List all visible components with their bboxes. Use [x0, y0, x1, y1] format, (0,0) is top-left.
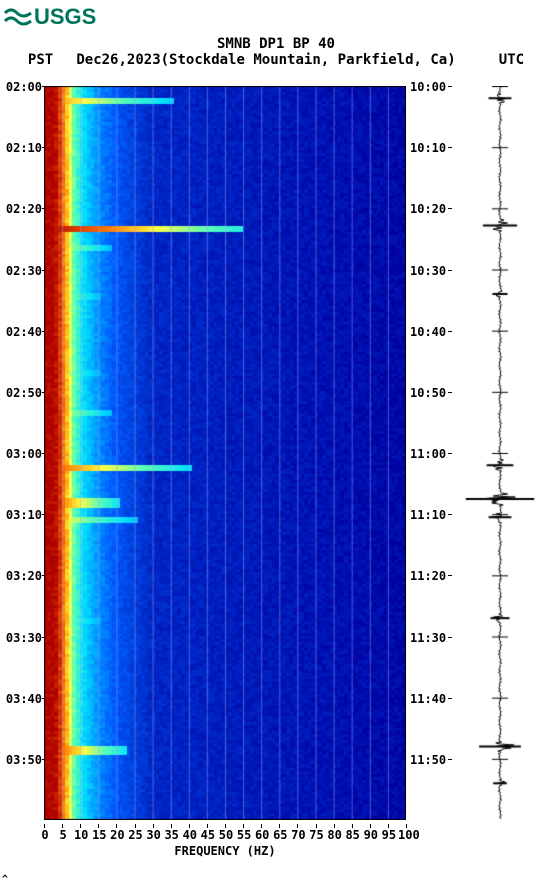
- tick-label: 11:10: [410, 508, 452, 522]
- usgs-logo-text: USGS: [34, 4, 96, 30]
- tick-label: 30: [145, 828, 163, 842]
- subtitle-station: Dec26,2023(Stockdale Mountain, Parkfield…: [76, 52, 455, 68]
- tick-label: 10:40: [410, 325, 452, 339]
- tick-label: 50: [217, 828, 235, 842]
- tick-label: 03:30: [0, 631, 42, 645]
- tick-label: 02:20: [0, 202, 42, 216]
- tick-label: 70: [289, 828, 307, 842]
- usgs-logo: USGS: [4, 4, 96, 30]
- tick-label: 11:00: [410, 447, 452, 461]
- seismogram-canvas: [460, 86, 540, 820]
- tick-label: 10:20: [410, 202, 452, 216]
- tick-label: 40: [181, 828, 199, 842]
- seismogram-trace: [460, 86, 540, 820]
- tick-label: 90: [362, 828, 380, 842]
- tick-label: 03:20: [0, 569, 42, 583]
- tick-label: 11:40: [410, 692, 452, 706]
- tick-label: 10: [72, 828, 90, 842]
- tick-label: 65: [271, 828, 289, 842]
- time-axis-utc: 10:0010:1010:2010:3010:4010:5011:0011:10…: [410, 86, 452, 820]
- tick-label: 02:10: [0, 141, 42, 155]
- tick-label: 11:30: [410, 631, 452, 645]
- tick-label: 10:50: [410, 386, 452, 400]
- tick-label: 02:30: [0, 264, 42, 278]
- spectrogram-plot: [44, 86, 406, 820]
- subtitle-utc-label: UTC: [464, 52, 524, 68]
- tick-label: 5: [54, 828, 72, 842]
- tick-label: 25: [127, 828, 145, 842]
- tick-label: 15: [90, 828, 108, 842]
- plot-title: SMNB DP1 BP 40: [0, 36, 552, 52]
- tick-label: 02:40: [0, 325, 42, 339]
- tick-label: 10:10: [410, 141, 452, 155]
- tick-label: 20: [108, 828, 126, 842]
- tick-label: 45: [199, 828, 217, 842]
- frequency-axis-label: FREQUENCY (HZ): [44, 844, 406, 858]
- spectrogram-canvas: [44, 86, 406, 820]
- tick-label: 60: [253, 828, 271, 842]
- tick-label: 35: [163, 828, 181, 842]
- time-axis-pst: 02:0002:1002:2002:3002:4002:5003:0003:10…: [0, 86, 42, 820]
- tick-label: 10:30: [410, 264, 452, 278]
- tick-label: 11:50: [410, 753, 452, 767]
- tick-label: 02:50: [0, 386, 42, 400]
- tick-label: 02:00: [0, 80, 42, 94]
- tick-label: 95: [380, 828, 398, 842]
- tick-label: 03:10: [0, 508, 42, 522]
- tick-label: 0: [36, 828, 54, 842]
- footer-mark: ^: [2, 874, 8, 885]
- tick-label: 75: [308, 828, 326, 842]
- tick-label: 55: [235, 828, 253, 842]
- tick-label: 85: [344, 828, 362, 842]
- tick-label: 10:00: [410, 80, 452, 94]
- tick-label: 03:50: [0, 753, 42, 767]
- plot-subtitle: PST Dec26,2023(Stockdale Mountain, Parkf…: [0, 52, 552, 68]
- tick-label: 03:00: [0, 447, 42, 461]
- tick-label: 03:40: [0, 692, 42, 706]
- subtitle-pst-label: PST: [28, 52, 68, 68]
- tick-label: 80: [326, 828, 344, 842]
- tick-label: 100: [398, 828, 416, 842]
- tick-label: 11:20: [410, 569, 452, 583]
